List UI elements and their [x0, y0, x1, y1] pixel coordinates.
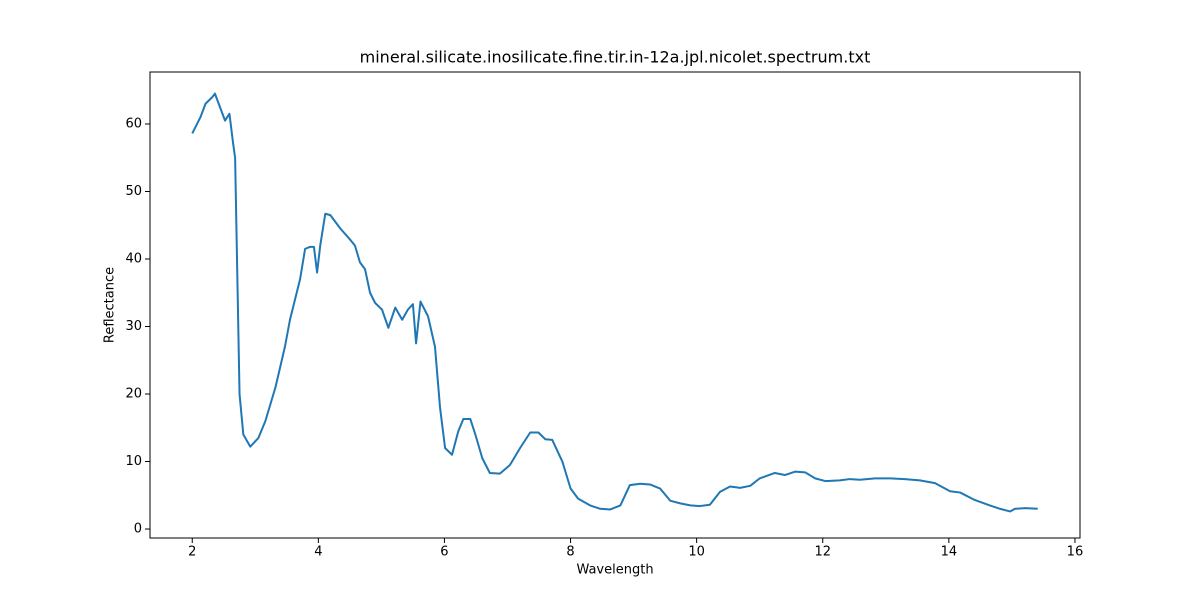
y-tick-label: 40: [125, 251, 142, 266]
y-tick-label: 60: [125, 116, 142, 131]
spectrum-line: [191, 92, 1038, 513]
x-tick-label: 4: [314, 545, 322, 560]
y-tick-label: 0: [134, 522, 142, 537]
x-tick-label: 14: [941, 545, 958, 560]
plot-frame: [149, 71, 1081, 539]
y-axis-label: Reflectance: [103, 267, 118, 343]
x-tick-label: 8: [566, 545, 574, 560]
y-tick-label: 50: [125, 184, 142, 199]
x-tick-label: 16: [1067, 545, 1084, 560]
x-tick-label: 6: [440, 545, 448, 560]
y-tick-label: 30: [125, 319, 142, 334]
x-tick-label: 10: [688, 545, 705, 560]
chart-title: mineral.silicate.inosilicate.fine.tir.in…: [360, 48, 871, 67]
y-tick-label: 10: [125, 454, 142, 469]
x-tick-label: 12: [814, 545, 831, 560]
x-tick-label: 2: [188, 545, 196, 560]
x-axis-label: Wavelength: [576, 563, 653, 578]
y-tick-label: 20: [125, 387, 142, 402]
